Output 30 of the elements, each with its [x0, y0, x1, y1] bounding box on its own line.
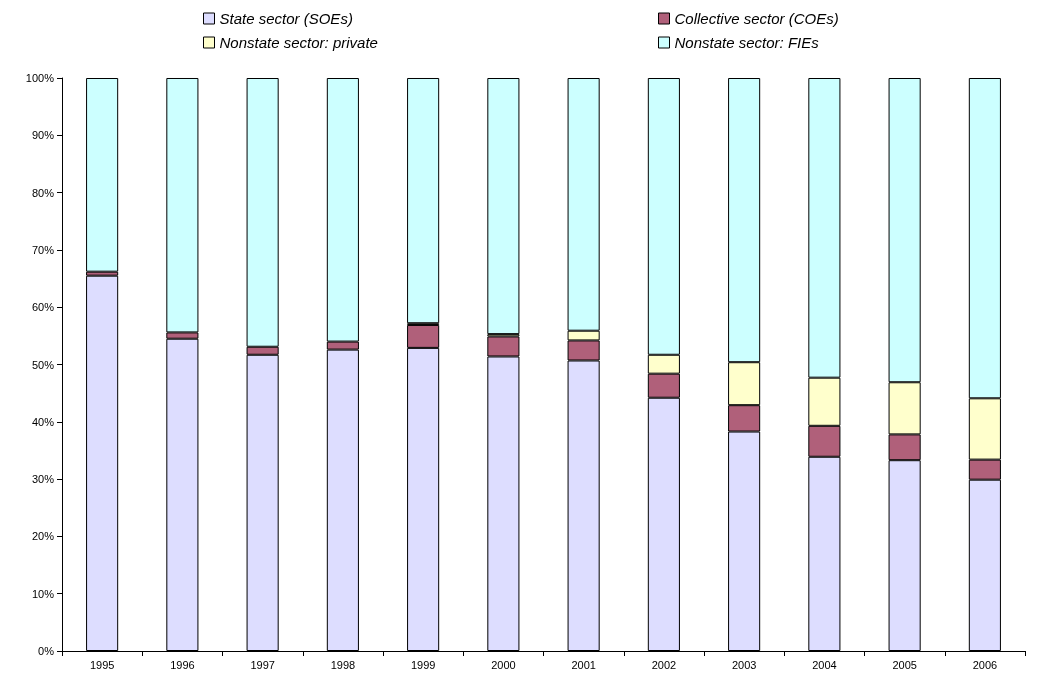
- y-tick-label: 0%: [38, 645, 55, 657]
- y-tick-label: 90%: [31, 129, 55, 142]
- x-tick-label: 2004: [812, 658, 837, 671]
- legend-label: State sector (SOEs): [219, 10, 353, 27]
- x-tick-label: 2005: [892, 658, 917, 671]
- y-tick-label: 10%: [31, 587, 55, 600]
- legend-label: Nonstate sector: FIEs: [674, 34, 820, 51]
- legend-label: Nonstate sector: private: [219, 34, 378, 51]
- x-tick-label: 2003: [731, 658, 757, 671]
- y-tick-label: 60%: [31, 301, 55, 314]
- bar: [487, 78, 520, 335]
- legend-label: Collective sector (COEs): [674, 10, 839, 27]
- x-tick-label: 2000: [491, 658, 516, 671]
- x-tick-label: 2002: [651, 658, 677, 671]
- x-tick-label: 1995: [89, 658, 115, 671]
- y-tick-label: 70%: [31, 243, 55, 256]
- x-tick-label: 1999: [410, 658, 436, 671]
- x-tick-label: 2001: [571, 658, 596, 671]
- x-tick-label: 1998: [330, 658, 356, 671]
- x-tick-label: 1997: [250, 658, 275, 671]
- y-tick-label: 20%: [31, 530, 55, 543]
- y-tick-label: 100%: [25, 72, 55, 84]
- bar: [407, 78, 440, 324]
- y-tick-label: 80%: [31, 186, 55, 199]
- y-tick-label: 40%: [31, 415, 55, 428]
- x-tick-label: 1996: [170, 658, 195, 671]
- bar: [86, 78, 119, 272]
- x-tick-label: 2006: [972, 658, 998, 671]
- y-tick-label: 50%: [31, 358, 55, 371]
- y-tick-label: 30%: [31, 473, 55, 486]
